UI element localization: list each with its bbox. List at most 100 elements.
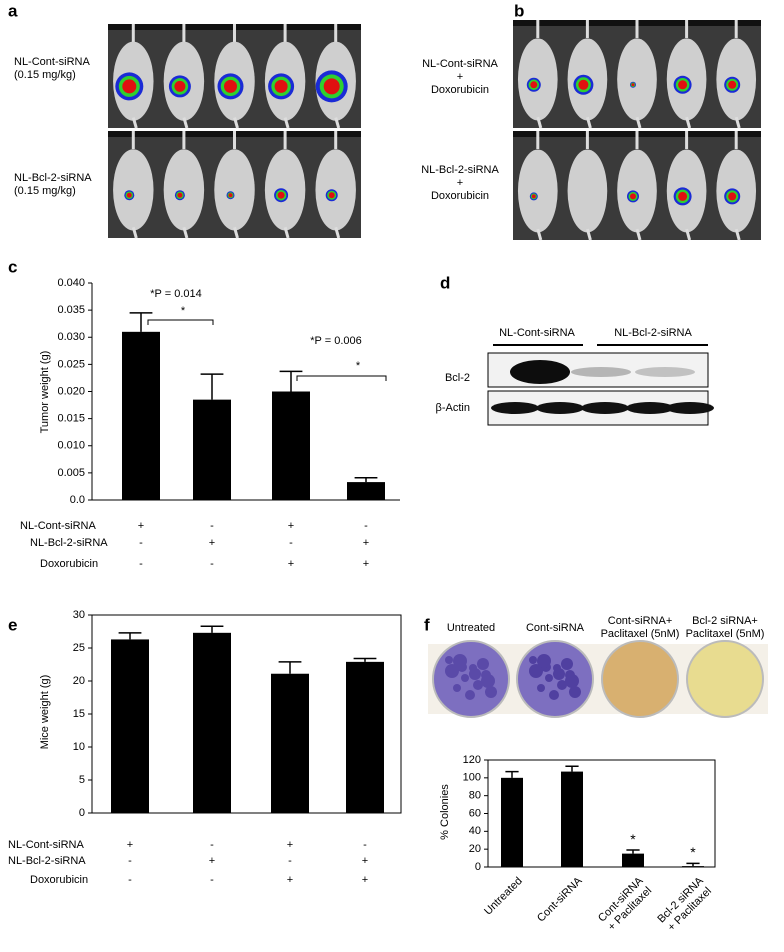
- colony: [537, 654, 551, 668]
- y-axis-label: % Colonies: [439, 784, 451, 840]
- y-tick-label: 0.015: [57, 413, 85, 425]
- condition-sign: +: [288, 520, 294, 532]
- condition-sign: -: [128, 855, 132, 867]
- group-label: NL-Bcl-2-siRNA: [614, 327, 692, 339]
- condition-sign: -: [363, 839, 367, 851]
- signal: [328, 192, 335, 199]
- condition-label: Doxorubicin: [40, 558, 98, 570]
- y-axis-label: Tumor weight (g): [39, 351, 51, 434]
- tail: [334, 226, 341, 239]
- colony: [485, 686, 497, 698]
- signal: [224, 79, 237, 93]
- image-label: Bcl-2 siRNA+ Paclitaxel (5nM): [685, 615, 765, 640]
- signal: [530, 81, 538, 89]
- y-tick-label: 0.035: [57, 304, 85, 316]
- error-bar: [626, 849, 640, 854]
- mouse-body: [617, 149, 657, 233]
- condition-sign: -: [289, 537, 293, 549]
- row-label: NL-Cont-siRNA (0.15 mg/kg): [14, 56, 90, 81]
- signal: [578, 79, 589, 90]
- y-tick-label: 0.0: [70, 494, 85, 506]
- signal: [277, 191, 285, 199]
- condition-sign: +: [288, 558, 294, 570]
- tail: [536, 116, 543, 129]
- colony: [453, 684, 461, 692]
- condition-sign: -: [210, 874, 214, 886]
- band: [581, 402, 629, 414]
- error-bar: [129, 312, 153, 332]
- y-tick-label: 0.010: [57, 440, 85, 452]
- colony: [529, 664, 543, 678]
- annotation: *: [181, 305, 186, 317]
- condition-sign: +: [362, 874, 368, 886]
- colony: [545, 674, 553, 682]
- colony: [445, 664, 459, 678]
- condition-sign: +: [362, 855, 368, 867]
- annotation: *: [690, 844, 696, 860]
- dish: [432, 640, 510, 718]
- condition-sign: -: [128, 874, 132, 886]
- condition-sign: -: [210, 558, 214, 570]
- annotation: *: [356, 360, 361, 372]
- error-bar: [354, 477, 378, 483]
- mouse-body: [315, 149, 356, 231]
- bar: [111, 639, 149, 813]
- group-label: NL-Cont-siRNA: [499, 327, 575, 339]
- signal: [678, 80, 688, 90]
- condition-sign: +: [209, 855, 215, 867]
- tail: [182, 117, 189, 129]
- signal: [177, 192, 183, 198]
- colony: [469, 664, 477, 672]
- y-tick-label: 40: [469, 825, 481, 837]
- bar: [561, 771, 583, 867]
- tail: [283, 226, 290, 239]
- band: [666, 402, 714, 414]
- bar: [622, 853, 644, 867]
- condition-label: NL-Cont-siRNA: [20, 520, 96, 532]
- condition-label: NL-Bcl-2-siRNA: [8, 855, 86, 867]
- panel-label: c: [8, 257, 17, 276]
- colony: [477, 658, 489, 670]
- colony: [453, 654, 467, 668]
- colony: [481, 670, 491, 680]
- signal: [126, 192, 132, 198]
- band: [536, 402, 584, 414]
- signal: [122, 79, 137, 94]
- band: [510, 360, 570, 384]
- condition-sign: -: [210, 520, 214, 532]
- tail: [734, 116, 741, 129]
- bar: [271, 673, 309, 813]
- condition-sign: +: [209, 537, 215, 549]
- bar: [122, 331, 160, 500]
- dish: [601, 640, 679, 718]
- y-axis-label: Mice weight (g): [39, 675, 51, 750]
- dish: [686, 640, 764, 718]
- tail: [334, 117, 341, 129]
- band: [491, 402, 539, 414]
- tail: [685, 116, 692, 129]
- tail: [233, 226, 239, 239]
- error-bar: [279, 370, 303, 392]
- condition-label: NL-Bcl-2-siRNA: [30, 537, 108, 549]
- mouse-body: [567, 149, 608, 233]
- y-tick-label: 20: [73, 675, 85, 687]
- mouse-body: [617, 38, 657, 121]
- mouse-body: [214, 149, 255, 231]
- tail: [585, 228, 592, 241]
- annotation: *P = 0.006: [310, 335, 361, 347]
- bar: [682, 866, 704, 867]
- image-label: Cont-siRNA+ Paclitaxel (5nM): [600, 615, 680, 640]
- signal: [228, 193, 233, 198]
- tail: [182, 226, 189, 239]
- y-tick-label: 20: [469, 843, 481, 855]
- y-tick-label: 0: [79, 807, 85, 819]
- y-tick-label: 25: [73, 642, 85, 654]
- error-bar: [118, 632, 142, 640]
- condition-sign: -: [139, 537, 143, 549]
- condition-sign: -: [210, 839, 214, 851]
- error-bar: [565, 765, 579, 772]
- panel-label: d: [440, 273, 450, 292]
- condition-sign: +: [363, 537, 369, 549]
- annotation: *: [630, 831, 636, 847]
